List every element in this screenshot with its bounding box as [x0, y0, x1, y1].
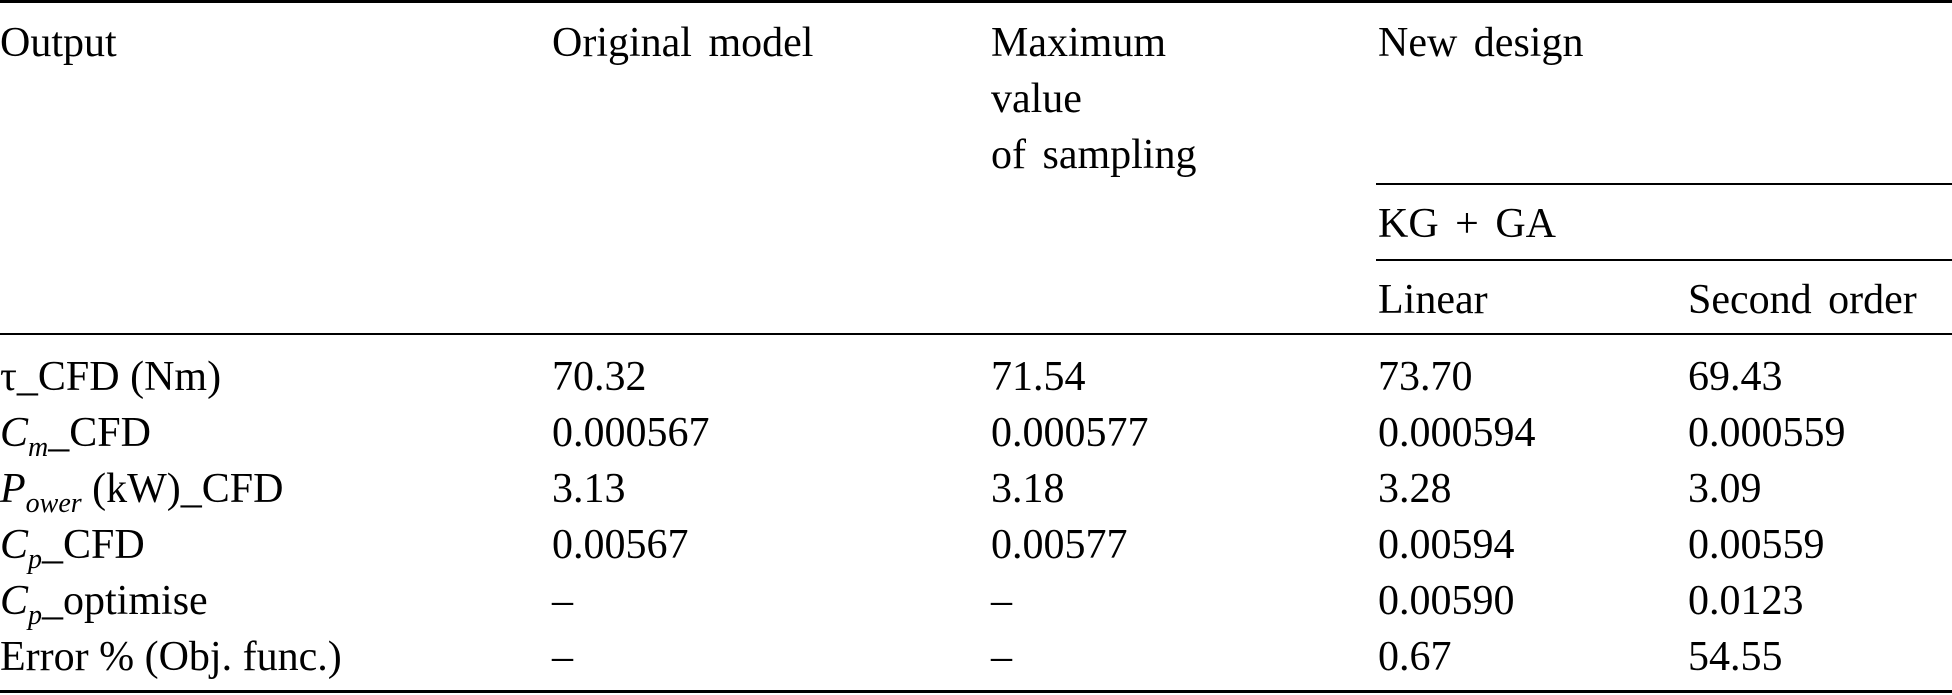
- header-maximum-line2: value: [991, 76, 1082, 122]
- row-label-power-cfd: Power (kW)_CFD: [0, 466, 284, 518]
- symbol: C: [0, 578, 29, 624]
- header-linear: Linear: [1378, 277, 1488, 323]
- cell-second-order: 3.09: [1688, 466, 1762, 512]
- symbol: C: [0, 410, 29, 456]
- cell-second-order: 0.000559: [1688, 410, 1846, 456]
- cell-linear: 0.00594: [1378, 522, 1515, 568]
- cell-linear: 0.000594: [1378, 410, 1536, 456]
- cell-original: 0.00567: [552, 522, 689, 568]
- cell-linear: 73.70: [1378, 354, 1473, 400]
- row-label-cp-optimise: Cp_optimise: [0, 578, 208, 630]
- top-rule: [0, 0, 1952, 3]
- label-rest: _optimise: [42, 578, 208, 624]
- header-output: Output: [0, 20, 117, 66]
- label-rest: (kW)_CFD: [81, 466, 284, 512]
- cell-maximum: –: [991, 578, 1012, 624]
- kg-ga-rule: [1376, 183, 1952, 185]
- label-rest: _CFD: [42, 522, 145, 568]
- bottom-rule: [0, 690, 1952, 693]
- cell-original: –: [552, 634, 573, 680]
- header-second-order: Second order: [1688, 277, 1917, 323]
- row-label-error: Error % (Obj. func.): [0, 634, 342, 680]
- symbol: P: [0, 466, 26, 512]
- cell-maximum: 3.18: [991, 466, 1065, 512]
- cell-linear: 0.67: [1378, 634, 1452, 680]
- symbol: C: [0, 522, 29, 568]
- subscript: p: [28, 600, 43, 631]
- cell-second-order: 69.43: [1688, 354, 1783, 400]
- cell-maximum: 0.000577: [991, 410, 1149, 456]
- header-maximum-line3: of sampling: [991, 132, 1197, 178]
- cell-maximum: –: [991, 634, 1012, 680]
- cell-maximum: 71.54: [991, 354, 1086, 400]
- cell-maximum: 0.00577: [991, 522, 1128, 568]
- cell-second-order: 0.0123: [1688, 578, 1804, 624]
- header-kg-ga: KG + GA: [1378, 201, 1557, 247]
- header-maximum-line1: Maximum: [991, 20, 1166, 66]
- cell-original: 0.000567: [552, 410, 710, 456]
- cell-original: –: [552, 578, 573, 624]
- subscript: ower: [25, 488, 82, 519]
- row-label-cm-cfd: Cm_CFD: [0, 410, 151, 462]
- label-rest: _CFD: [48, 410, 151, 456]
- linear-second-order-rule: [1376, 259, 1952, 261]
- header-new-design: New design: [1378, 20, 1584, 66]
- cell-linear: 3.28: [1378, 466, 1452, 512]
- cell-original: 3.13: [552, 466, 626, 512]
- subscript: p: [28, 544, 43, 575]
- row-label-cp-cfd: Cp_CFD: [0, 522, 145, 574]
- cell-second-order: 54.55: [1688, 634, 1783, 680]
- cell-linear: 0.00590: [1378, 578, 1515, 624]
- subscript: m: [28, 432, 49, 463]
- cell-second-order: 0.00559: [1688, 522, 1825, 568]
- header-bottom-rule: [0, 333, 1952, 335]
- header-original-model: Original model: [552, 20, 814, 66]
- cell-original: 70.32: [552, 354, 647, 400]
- row-label-torque: τ_CFD (Nm): [0, 354, 222, 400]
